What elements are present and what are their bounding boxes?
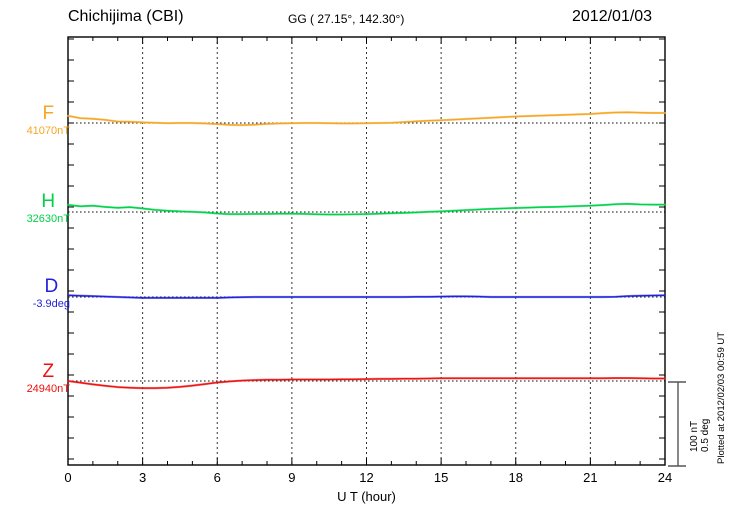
x-tick-label-0: 0 (64, 470, 72, 485)
observation-date: 2012/01/03 (572, 8, 653, 25)
x-tick-label-12: 12 (359, 470, 374, 485)
x-tick-label-6: 6 (213, 470, 221, 485)
axis-ticks-layer (67, 37, 666, 465)
scale-bar (668, 381, 686, 467)
geographic-coordinates: GG ( 27.15°, 142.30°) (288, 12, 405, 26)
scale-bar-label-deg: 0.5 deg (700, 418, 711, 452)
trace-f (67, 111, 666, 126)
plot-frame (67, 36, 666, 466)
component-label-f: F 41070nT (27, 104, 70, 137)
scale-bar-label-nt: 100 nT (689, 420, 700, 452)
component-baseline-f: 41070nT (26, 125, 70, 137)
x-axis-title-text: U T (hour) (337, 489, 396, 504)
x-tick-label-9: 9 (288, 470, 296, 485)
x-tick-label-3: 3 (139, 470, 147, 485)
component-baseline-h: 32630nT (26, 213, 70, 225)
x-tick-label-24: 24 (657, 470, 673, 485)
component-letter-f: F (42, 103, 55, 124)
x-tick-label-21: 21 (583, 470, 598, 485)
component-baseline-z: 24940nT (26, 383, 70, 395)
x-tick-label-18: 18 (508, 470, 523, 485)
x-axis-title: U T (hour) (68, 489, 665, 504)
component-letter-d: D (44, 276, 59, 297)
x-tick-label-15: 15 (433, 470, 449, 485)
component-label-h: H 32630nT (27, 192, 70, 225)
component-letter-h: H (41, 191, 56, 212)
component-baseline-d: -3.9deg (32, 298, 70, 310)
component-label-d: D -3.9deg (33, 277, 70, 310)
component-label-z: Z 24940nT (27, 362, 70, 395)
station-name: Chichijima (CBI) (68, 8, 184, 25)
plotted-at-timestamp: Plotted at 2012/02/03 00:59 UT (716, 331, 727, 464)
trace-h (67, 203, 666, 216)
trace-d (67, 294, 666, 299)
trace-z (67, 377, 666, 389)
plot-frame-rect (67, 36, 666, 466)
grid-layer (68, 37, 665, 465)
traces-layer (66, 111, 667, 390)
component-letter-z: Z (42, 361, 55, 382)
